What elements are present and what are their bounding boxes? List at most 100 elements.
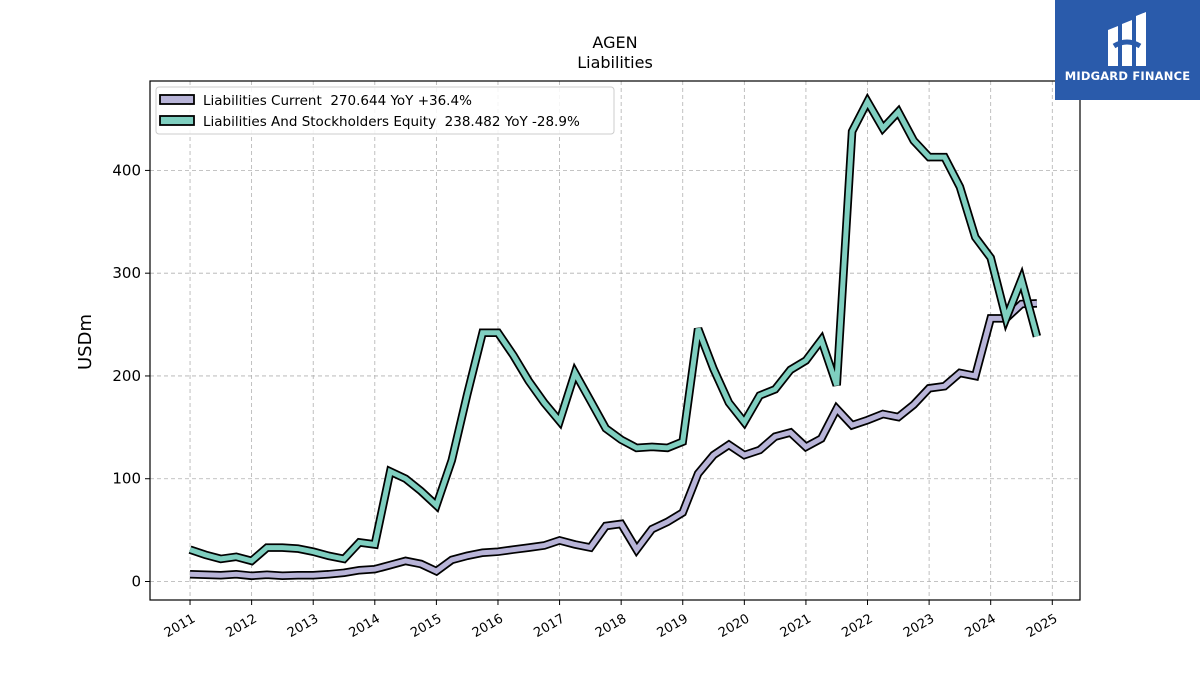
series-1-point: [652, 529, 653, 530]
series-1-point: [513, 549, 514, 550]
series-1-point: [544, 545, 545, 546]
series-2-point: [975, 237, 976, 238]
series-2-point: [1036, 336, 1037, 337]
series-2-point: [898, 111, 899, 112]
series-1-point: [1021, 304, 1022, 305]
y-tick-label: 0: [131, 573, 141, 591]
series-2-point: [1006, 318, 1007, 319]
x-tick-label: 2017: [531, 611, 567, 641]
series-1-point: [636, 549, 637, 550]
series-1-point: [667, 521, 668, 522]
y-axis-ticks: 0 100 200 300 400: [112, 161, 150, 591]
series-1-point: [682, 512, 683, 513]
series-1-point: [605, 526, 606, 527]
chart-subtitle: Liabilities: [577, 53, 653, 72]
y-axis-label: USDm: [75, 314, 96, 370]
brand-logo-text: MIDGARD FINANCE: [1064, 69, 1191, 83]
legend-label-2: Liabilities And Stockholders Equity 238.…: [203, 114, 580, 130]
series-2-point: [759, 395, 760, 396]
series-2-point: [390, 471, 391, 472]
series-outline-1: [189, 299, 1038, 581]
series-2-point: [297, 548, 298, 549]
series-1-point: [913, 404, 914, 405]
series-2-point: [559, 421, 560, 422]
series-1-point: [374, 569, 375, 570]
series-1-point: [390, 565, 391, 566]
series-1-point: [436, 571, 437, 572]
brand-logo: MIDGARD FINANCE: [1055, 0, 1200, 100]
x-tick-label: 2013: [285, 611, 321, 641]
series-1-point: [267, 574, 268, 575]
chart-title: AGEN: [592, 33, 637, 52]
series-1-point: [790, 432, 791, 433]
series-2-point: [882, 128, 883, 129]
x-tick-label: 2025: [1024, 611, 1060, 641]
series-1-point: [205, 574, 206, 575]
series-2-point: [821, 340, 822, 341]
series-1-point: [528, 547, 529, 548]
series-2-point: [267, 547, 268, 548]
series-1-point: [959, 372, 960, 373]
series-1-point: [775, 436, 776, 437]
series-2-point: [590, 400, 591, 401]
x-tick-label: 2019: [655, 611, 691, 641]
plot-frame: [149, 80, 1081, 601]
series-2-point: [667, 447, 668, 448]
series-1-point: [990, 318, 991, 319]
series-2-point: [713, 368, 714, 369]
series-2-point: [652, 446, 653, 447]
series-2-point: [775, 389, 776, 390]
series-2-point: [236, 556, 237, 557]
x-tick-label: 2020: [716, 611, 752, 641]
series-2-point: [544, 402, 545, 403]
series-2-point: [929, 157, 930, 158]
series-2-point: [744, 422, 745, 423]
series-2-point: [344, 558, 345, 559]
series-1-point: [621, 523, 622, 524]
series-2-point: [790, 369, 791, 370]
series-1-point: [590, 547, 591, 548]
series-1-point: [867, 420, 868, 421]
series-1-point: [852, 425, 853, 426]
series-1-point: [236, 574, 237, 575]
legend-label-1: Liabilities Current 270.644 YoY +36.4%: [203, 93, 472, 109]
series-1-point: [451, 559, 452, 560]
x-tick-label: 2023: [901, 611, 937, 641]
series-2-point: [205, 554, 206, 555]
series-1-point: [805, 446, 806, 447]
series-2-point: [220, 558, 221, 559]
x-tick-label: 2022: [839, 611, 875, 641]
series-2-point: [728, 402, 729, 403]
midgard-logo-icon: [1108, 12, 1146, 66]
series-2-point: [405, 478, 406, 479]
series-2-point: [575, 372, 576, 373]
series-2-point: [482, 332, 483, 333]
grid-layer: [150, 81, 1080, 600]
series-2-point: [867, 101, 868, 102]
series-2-point: [990, 257, 991, 258]
series-2-point: [421, 491, 422, 492]
series-2-point: [498, 332, 499, 333]
x-tick-label: 2015: [408, 611, 444, 641]
series-1-point: [975, 376, 976, 377]
series-1-point: [282, 575, 283, 576]
series-1-point: [498, 551, 499, 552]
x-tick-label: 2012: [223, 611, 259, 641]
series-1-point: [328, 574, 329, 575]
series-2-point: [190, 549, 191, 550]
x-tick-label: 2021: [778, 611, 814, 641]
series-2-point: [282, 547, 283, 548]
series-2-point: [682, 441, 683, 442]
series-1-point: [482, 552, 483, 553]
series-1-point: [344, 572, 345, 573]
series-1-point: [220, 575, 221, 576]
series-2-point: [328, 555, 329, 556]
series-1-point: [821, 438, 822, 439]
series-2-point: [805, 360, 806, 361]
series-1-point: [759, 450, 760, 451]
series-2-point: [467, 394, 468, 395]
y-tick-label: 200: [112, 367, 141, 385]
series-1-point: [575, 544, 576, 545]
series-1-point: [405, 560, 406, 561]
